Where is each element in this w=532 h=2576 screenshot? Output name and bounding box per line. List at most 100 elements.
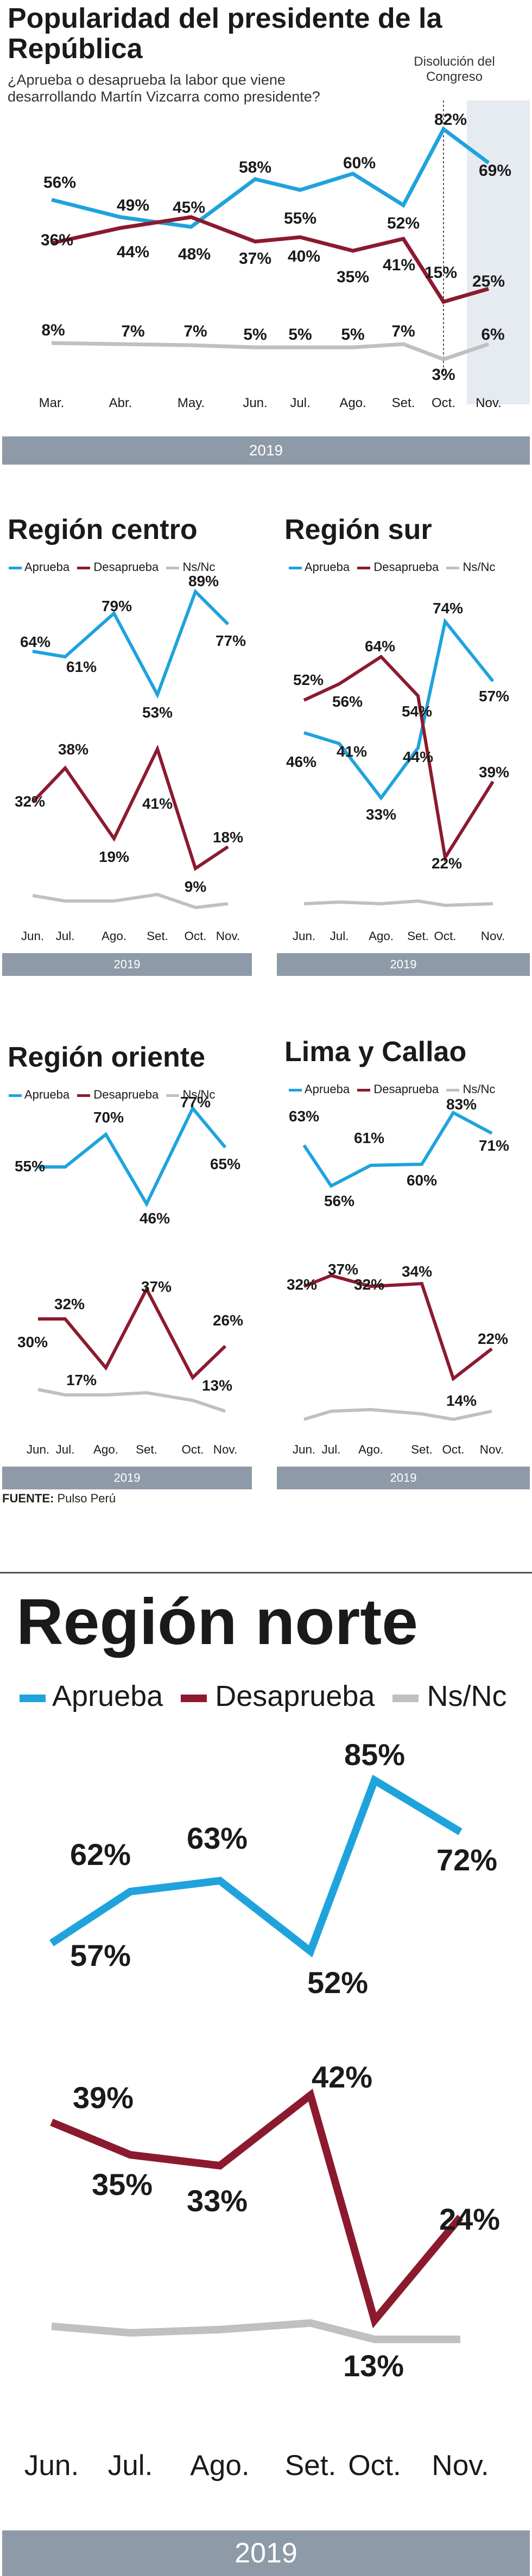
data-label-desaprueba: 34% [402,1263,432,1280]
data-label-aprueba: 44% [403,748,433,765]
x-tick-label: Jul. [108,2450,153,2482]
x-tick-label: Nov. [432,2450,489,2482]
data-label-desaprueba: 44% [117,243,149,261]
legend-line-aprueba-icon [9,566,22,569]
legend-line-desaprueba-icon [357,1088,371,1092]
x-tick-label: Set. [147,929,168,943]
data-label-aprueba: 85% [344,1737,405,1772]
year-bar-norte: 2019 [2,2530,530,2576]
legend-line-desaprueba-icon [77,1094,91,1097]
data-label-desaprueba: 37% [239,250,271,268]
series-line-aprueba [38,1105,227,1208]
data-label-desaprueba: 38% [58,741,88,758]
region-norte-title: Región norte [16,1585,418,1658]
data-label-nsnc: 7% [183,322,207,340]
data-label-desaprueba: 37% [328,1261,358,1278]
data-label-aprueba: 64% [20,633,50,650]
section-divider [0,1572,532,1573]
data-label-aprueba: 79% [102,598,132,614]
data-label-aprueba: 55% [15,1158,45,1175]
data-label-aprueba: 56% [43,174,76,192]
data-label-desaprueba: 35% [337,268,369,286]
legend-line-nsnc-icon [446,566,460,569]
data-label-desaprueba: 41% [383,256,415,274]
x-tick-label: Jul. [330,929,349,943]
series-line-aprueba [302,1111,493,1188]
chart-centro: 64% 61% 79% 53% 89% 77% 32% 38% 19% 41% 9% 18% Jun. J… [15,573,246,943]
data-label-aprueba: 60% [343,154,376,172]
chart-lima: 63%56%61%60%83%71%32%37%32%34%14%22%Jun.… [287,1096,509,1456]
x-tick-label: Jul. [56,1443,75,1456]
question-line-2: desarrollando Martín Vizcarra como presi… [8,88,320,105]
x-tick-label: Jun. [27,1443,49,1456]
november-highlight-band [467,100,530,404]
data-label-aprueba: 77% [180,1094,211,1111]
data-label-aprueba: 65% [210,1156,240,1172]
data-label-desaprueba: 22% [478,1330,508,1347]
year-bar-centro: 2019 [2,953,252,976]
data-label-aprueba: 46% [140,1210,170,1227]
data-label-desaprueba: 32% [15,793,45,810]
data-label-aprueba: 77% [216,632,246,649]
chart-oriente: 55% 70% 46% 77% 65% 30% 32% 17% 37% 13% 26% Jun. Jul… [15,1094,243,1456]
x-tick-label: Jul. [322,1443,341,1456]
x-tick-label: Nov. [481,929,505,943]
data-label-nsnc: 5% [341,326,364,344]
data-label-aprueba: 62% [70,1837,131,1871]
data-label-aprueba: 52% [387,214,420,232]
x-tick-label: Set. [407,929,429,943]
legend-nsnc: Ns/Nc [182,1088,216,1101]
data-label-desaprueba: 13% [202,1377,232,1394]
data-label-desaprueba: 18% [213,829,243,846]
series-line-nsnc [37,1388,226,1413]
note-line-1: Disolución del [414,54,495,69]
year-bar-national: 2019 [2,436,530,465]
year-bar-lima: 2019 [277,1467,530,1489]
data-label-desaprueba: 32% [287,1276,317,1293]
series-line-desaprueba [303,1273,493,1381]
data-label-aprueba: 61% [66,658,97,675]
data-label-aprueba: 49% [117,196,149,214]
year-bar-sur: 2019 [277,953,530,976]
page-title-line-1: Popularidad del presidente de la [8,3,442,34]
x-tick-label: Oct. [434,929,456,943]
x-tick-label: Jun. [24,2450,79,2482]
data-label-aprueba: 70% [93,1109,124,1126]
data-label-desaprueba: 42% [312,2060,372,2094]
data-label-aprueba: 71% [479,1137,509,1154]
data-label-desaprueba: 40% [288,248,320,265]
legend-desaprueba: Desaprueba [373,560,439,574]
data-label-aprueba: 46% [286,753,316,770]
series-line-desaprueba [50,2089,464,2328]
data-label-aprueba: 52% [307,1965,368,2000]
series-line-nsnc [32,892,229,910]
x-tick-label: May. [178,396,205,410]
series-line-desaprueba [303,655,495,862]
x-tick-label: Nov. [480,1443,504,1456]
x-tick-label: Set. [411,1443,433,1456]
data-label-desaprueba: 32% [54,1296,85,1312]
data-label-aprueba: 72% [436,1843,497,1877]
data-label-aprueba: 63% [289,1108,319,1125]
legend-desaprueba: Desaprueba [215,1680,375,1712]
data-label-aprueba: 74% [433,600,463,617]
x-tick-label: Oct. [181,1443,204,1456]
legend-line-aprueba-icon [289,1088,302,1092]
x-tick-label: Jun. [21,929,44,943]
x-tick-label: Nov. [476,396,502,410]
legend-nsnc: Ns/Nc [427,1680,507,1712]
data-label-desaprueba: 26% [213,1312,243,1329]
data-label-aprueba: 61% [354,1130,384,1146]
legend-aprueba: Aprueba [52,1680,163,1712]
x-tick-label: Jun. [293,929,315,943]
question-line-1: ¿Aprueba o desaprueba la labor que viene [8,72,286,88]
data-label-aprueba: 41% [337,743,367,760]
region-norte-legend: Aprueba Desaprueba Ns/Nc [20,1679,506,1713]
congress-dissolution-note: Disolución del Congreso [387,54,522,85]
chart-national: 56% 49% 45% 58% 55% 60% 52% 82% 69% 36% 44% 48% 37% 4… [39,100,530,410]
legend-nsnc: Ns/Nc [182,560,216,574]
x-tick-label: Oct. [432,396,455,410]
data-label-desaprueba: 32% [354,1276,384,1293]
legend-line-desaprueba-icon [357,566,371,569]
data-label-aprueba: 89% [188,573,219,589]
